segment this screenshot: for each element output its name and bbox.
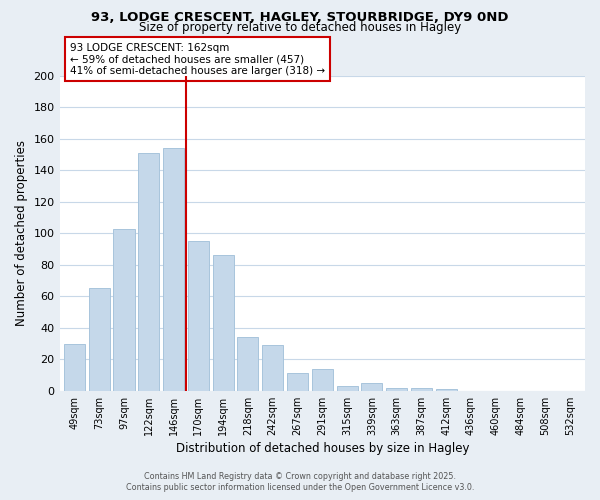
Bar [89,288,110,391]
Bar [64,344,85,391]
Bar [138,153,160,391]
Bar [312,369,333,391]
X-axis label: Distribution of detached houses by size in Hagley: Distribution of detached houses by size … [176,442,469,455]
Bar [386,388,407,391]
Text: 93 LODGE CRESCENT: 162sqm
← 59% of detached houses are smaller (457)
41% of semi: 93 LODGE CRESCENT: 162sqm ← 59% of detac… [70,42,325,76]
Bar [188,241,209,391]
Text: Size of property relative to detached houses in Hagley: Size of property relative to detached ho… [139,22,461,35]
Bar [361,383,382,391]
Bar [163,148,184,391]
Text: Contains HM Land Registry data © Crown copyright and database right 2025.
Contai: Contains HM Land Registry data © Crown c… [126,472,474,492]
Bar [337,386,358,391]
Bar [411,388,432,391]
Y-axis label: Number of detached properties: Number of detached properties [15,140,28,326]
Bar [262,345,283,391]
Bar [238,337,259,391]
Bar [113,228,134,391]
Bar [212,256,233,391]
Text: 93, LODGE CRESCENT, HAGLEY, STOURBRIDGE, DY9 0ND: 93, LODGE CRESCENT, HAGLEY, STOURBRIDGE,… [91,11,509,24]
Bar [436,389,457,391]
Bar [287,374,308,391]
